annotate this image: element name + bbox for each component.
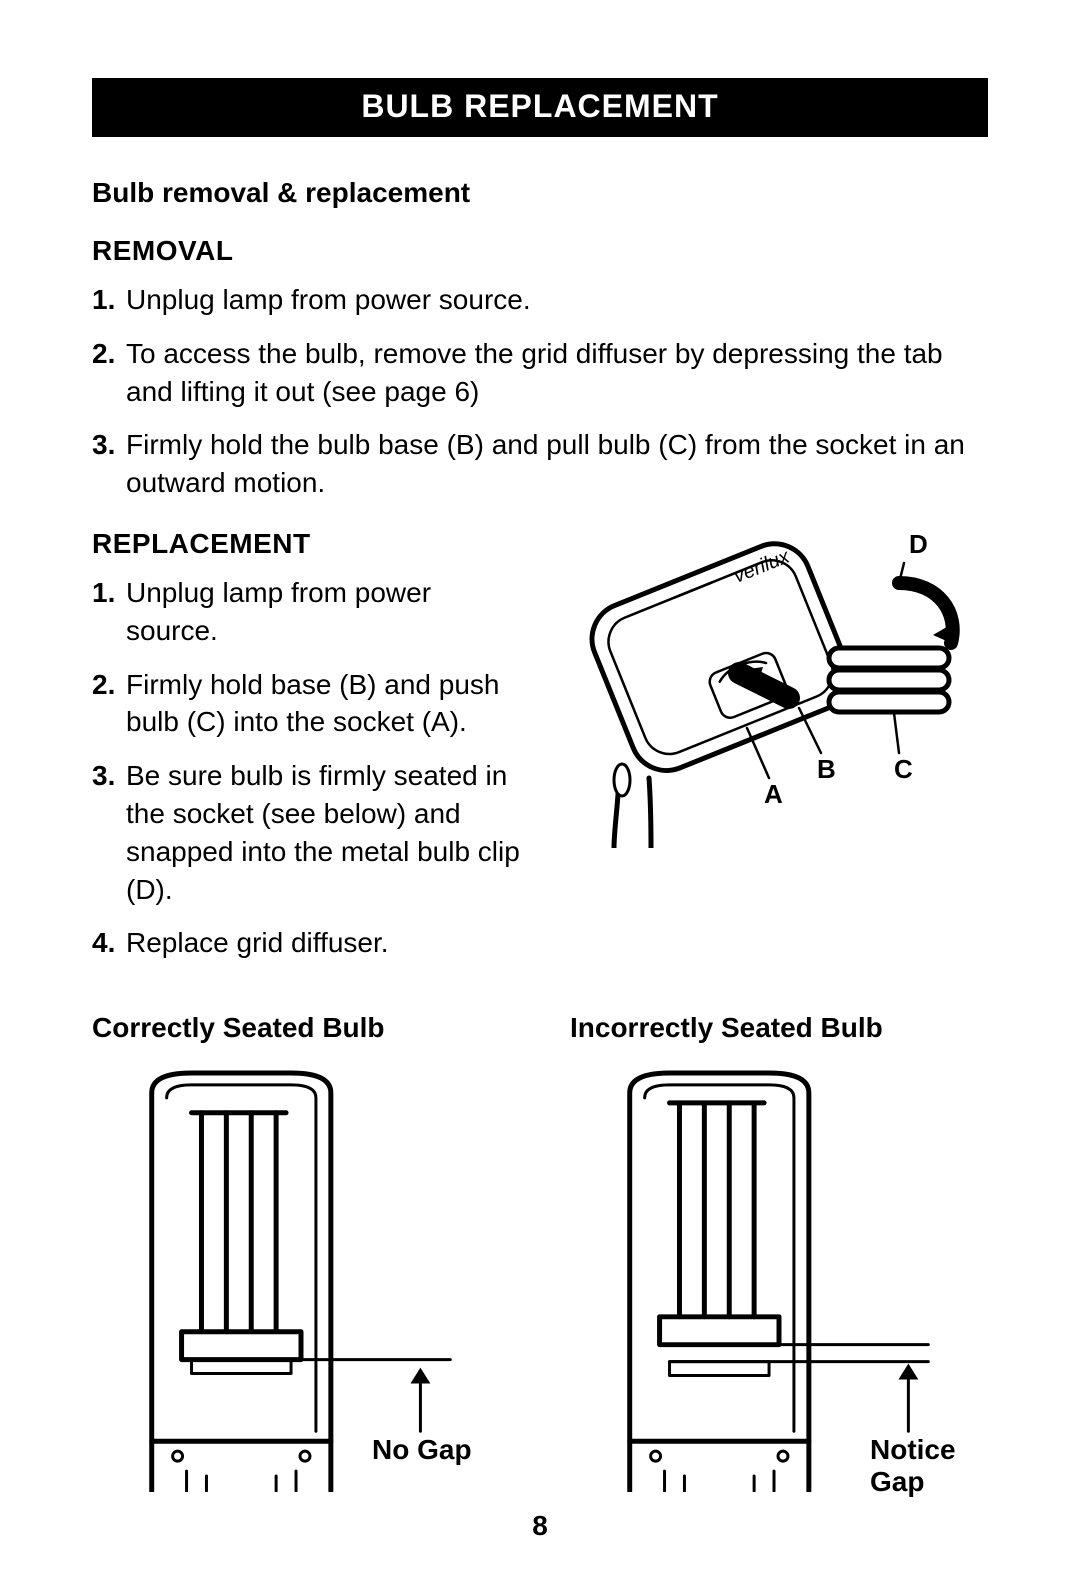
removal-step-3: 3.Firmly hold the bulb base (B) and pull…: [92, 426, 988, 502]
correct-seated-diagram: No Gap: [92, 1062, 510, 1492]
brand-text: verilux: [731, 545, 794, 587]
incorrect-seated-title: Incorrectly Seated Bulb: [570, 1012, 988, 1044]
replacement-step-4: 4.Replace grid diffuser.: [92, 924, 522, 962]
replacement-label: REPLACEMENT: [92, 528, 522, 560]
replacement-step-1: 1.Unplug lamp from power source.: [92, 574, 522, 650]
no-gap-callout: No Gap: [372, 1434, 472, 1466]
manual-page: BULB REPLACEMENT Bulb removal & replacem…: [0, 0, 1080, 1582]
subheading: Bulb removal & replacement: [92, 177, 988, 209]
removal-step-2-text: To access the bulb, remove the grid diff…: [126, 338, 943, 407]
removal-step-1: 1.Unplug lamp from power source.: [92, 281, 988, 319]
diagram-label-d: D: [909, 529, 928, 559]
lamp-head-svg: verilux: [550, 528, 988, 848]
section-banner: BULB REPLACEMENT: [92, 78, 988, 137]
replacement-step-1-text: Unplug lamp from power source.: [126, 577, 431, 646]
lamp-head-diagram: verilux: [550, 528, 988, 848]
replacement-step-4-text: Replace grid diffuser.: [126, 927, 389, 958]
incorrect-seated-diagram: Notice Gap: [570, 1062, 988, 1492]
page-number: 8: [92, 1510, 988, 1542]
replacement-step-3: 3.Be sure bulb is firmly seated in the s…: [92, 757, 522, 908]
removal-step-1-text: Unplug lamp from power source.: [126, 284, 531, 315]
diagram-label-b: B: [817, 754, 836, 784]
correct-seated-title: Correctly Seated Bulb: [92, 1012, 510, 1044]
replacement-step-2: 2.Firmly hold base (B) and push bulb (C)…: [92, 666, 522, 742]
replacement-step-3-text: Be sure bulb is firmly seated in the soc…: [126, 760, 520, 904]
diagram-label-c: C: [894, 754, 913, 784]
removal-step-2: 2.To access the bulb, remove the grid di…: [92, 335, 988, 411]
diagram-label-a: A: [764, 779, 783, 809]
removal-step-3-text: Firmly hold the bulb base (B) and pull b…: [126, 429, 965, 498]
removal-label: REMOVAL: [92, 235, 988, 267]
replacement-steps: 1.Unplug lamp from power source. 2.Firml…: [92, 574, 522, 962]
notice-gap-callout: Notice Gap: [870, 1434, 988, 1498]
removal-steps: 1.Unplug lamp from power source. 2.To ac…: [92, 281, 988, 502]
replacement-step-2-text: Firmly hold base (B) and push bulb (C) i…: [126, 669, 500, 738]
